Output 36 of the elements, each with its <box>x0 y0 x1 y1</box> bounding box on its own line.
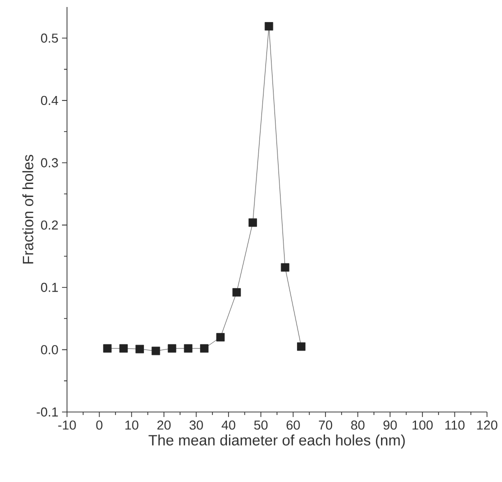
x-tick-label: 0 <box>96 420 102 430</box>
x-tick-label: 10 <box>125 420 138 430</box>
x-tick-label: 70 <box>318 420 332 430</box>
point <box>184 344 192 353</box>
point <box>103 344 112 353</box>
point <box>200 344 209 353</box>
x-tick-label: 100 <box>412 420 433 430</box>
point <box>248 218 257 227</box>
x-tick-label: 90 <box>383 420 397 430</box>
x-tick-label: 60 <box>286 420 300 430</box>
x-tick-label: 30 <box>190 420 203 430</box>
point <box>136 344 144 354</box>
point <box>168 344 176 353</box>
y-tick-label: 0.2 <box>40 220 58 230</box>
point <box>216 333 225 342</box>
x-tick-label: 120 <box>477 420 498 430</box>
point <box>280 263 290 272</box>
x-tick-label: 40 <box>222 420 236 430</box>
point <box>264 22 274 30</box>
y-tick-label: 0.3 <box>40 158 58 168</box>
y-tick-label: 0.5 <box>40 34 58 43</box>
x-axis-title: The mean diameter of each holes (nm) <box>148 434 405 448</box>
point <box>297 342 306 351</box>
point <box>152 346 160 356</box>
x-tick-label: 50 <box>254 420 268 430</box>
x-tick-label: 110 <box>445 420 465 430</box>
point <box>232 288 241 297</box>
y-axis-title: Fraction of holes <box>22 154 34 264</box>
x-tick-label: -10 <box>58 420 76 430</box>
x-tick-label: 20 <box>157 420 171 430</box>
point <box>119 344 128 353</box>
y-tick-label: -0.1 <box>36 407 58 417</box>
y-tick-label: 0.4 <box>40 96 58 106</box>
x-tick-label: 80 <box>351 420 364 430</box>
y-tick-label: 0.1 <box>40 282 58 292</box>
y-tick-label: 0.0 <box>40 345 58 354</box>
